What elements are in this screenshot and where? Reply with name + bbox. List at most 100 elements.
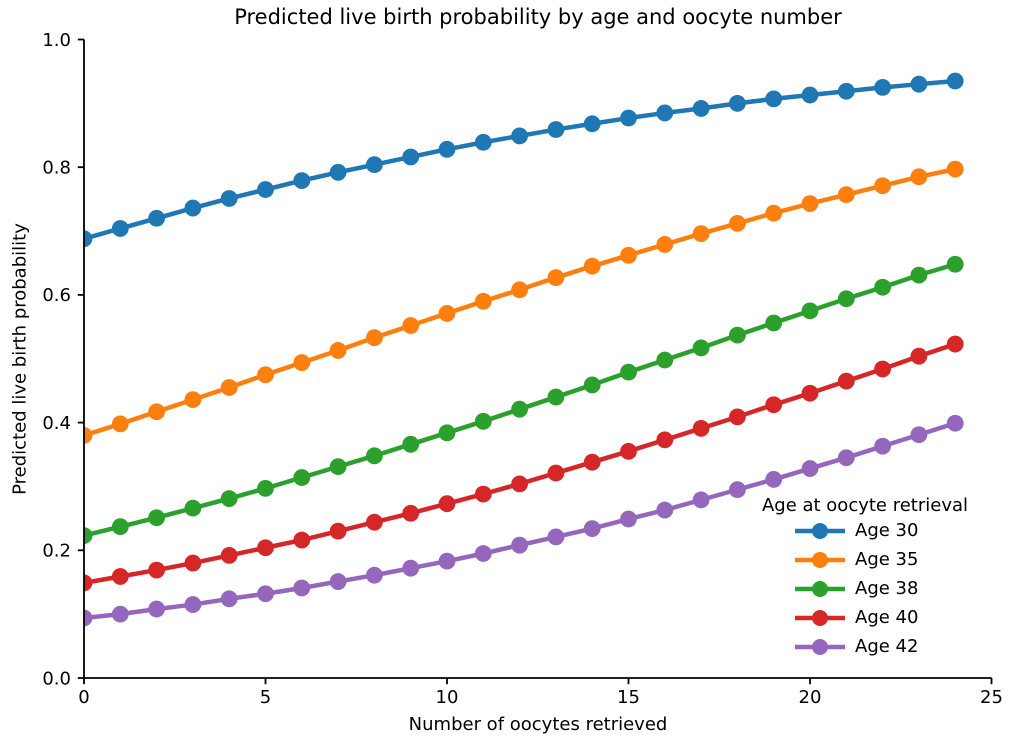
x-axis-label: Number of oocytes retrieved [408, 714, 668, 735]
data-point-marker [148, 209, 166, 227]
data-point-marker [438, 424, 456, 442]
data-point-marker [729, 326, 746, 344]
data-point-marker [837, 290, 855, 308]
data-point-marker [293, 531, 311, 549]
legend-line-marker-icon [795, 638, 845, 655]
data-point-marker [692, 419, 710, 437]
data-point-marker [474, 485, 492, 503]
data-point-marker [946, 335, 964, 353]
legend-line-marker-icon [795, 523, 845, 540]
data-point-marker [111, 605, 129, 623]
series-age-38-markers [84, 255, 964, 545]
data-point-marker [220, 590, 238, 608]
legend-item-age-35: Age 35 [794, 546, 993, 575]
data-point-marker [765, 314, 783, 332]
data-point-marker [329, 522, 347, 540]
data-point-marker [801, 460, 819, 477]
series-age-35-line [84, 166, 956, 438]
data-point-marker [946, 255, 964, 273]
data-point-marker [511, 400, 528, 418]
data-point-marker [220, 490, 238, 507]
data-point-marker [402, 435, 420, 453]
data-point-marker [511, 475, 528, 493]
data-point-marker [366, 447, 383, 465]
data-point-marker [148, 403, 166, 421]
series-group [84, 72, 964, 627]
data-point-marker [656, 501, 674, 519]
legend-label: Age 30 [855, 520, 919, 542]
data-point-marker [148, 509, 166, 527]
data-point-marker [583, 376, 601, 394]
data-point-marker [874, 360, 891, 378]
data-point-marker [583, 115, 601, 133]
series-age-40-markers [84, 335, 964, 592]
data-point-marker [583, 453, 601, 471]
legend-label: Age 40 [855, 606, 919, 628]
data-point-marker [329, 458, 347, 476]
data-point-marker [329, 342, 347, 359]
data-point-marker [729, 408, 746, 426]
data-point-marker [84, 230, 93, 248]
legend-line-marker-icon [795, 609, 845, 626]
data-point-marker [656, 431, 674, 449]
data-point-marker [329, 163, 347, 181]
data-point-marker [874, 437, 891, 455]
x-tick-label: 5 [260, 687, 271, 708]
data-point-marker [184, 199, 202, 217]
data-point-marker [801, 302, 819, 320]
data-point-marker [438, 495, 456, 513]
data-point-marker [511, 281, 528, 299]
data-point-marker [84, 609, 93, 627]
legend-label: Age 35 [855, 549, 919, 571]
legend-item-age-42: Age 42 [794, 632, 993, 661]
data-point-marker [402, 317, 420, 334]
data-point-marker [184, 554, 202, 572]
data-point-marker [111, 518, 129, 536]
data-point-marker [547, 528, 565, 546]
data-point-marker [293, 469, 311, 486]
data-point-marker [438, 305, 456, 322]
data-point-marker [366, 156, 383, 174]
x-tick-label: 15 [617, 687, 640, 708]
legend-label: Age 38 [855, 577, 919, 599]
data-point-marker [874, 177, 891, 195]
data-point-marker [84, 574, 93, 592]
data-point-marker [511, 127, 528, 145]
data-point-marker [111, 220, 129, 237]
data-point-marker [874, 78, 891, 96]
legend-line-marker-icon [795, 552, 845, 569]
data-point-marker [765, 471, 783, 488]
data-point-marker [148, 600, 166, 618]
series-age-30-markers [84, 72, 964, 248]
legend-line-marker-icon [795, 580, 845, 597]
data-point-marker [692, 339, 710, 357]
data-point-marker [837, 372, 855, 390]
data-point-marker [692, 225, 710, 243]
chart-title: Predicted live birth probability by age … [234, 5, 842, 29]
data-point-marker [656, 351, 674, 369]
data-point-marker [910, 168, 928, 186]
data-point-marker [257, 181, 274, 198]
data-point-marker [910, 266, 928, 284]
data-point-marker [729, 94, 746, 112]
data-point-marker [474, 292, 492, 310]
legend-item-age-30: Age 30 [794, 517, 993, 546]
data-point-marker [366, 329, 383, 347]
x-tick-label: 0 [78, 687, 89, 708]
data-point-marker [438, 552, 456, 570]
x-tick-label: 10 [436, 687, 459, 708]
data-point-marker [220, 379, 238, 396]
data-point-marker [910, 75, 928, 93]
data-point-marker [293, 172, 311, 190]
data-point-marker [692, 491, 710, 509]
data-point-marker [765, 396, 783, 414]
data-point-marker [729, 214, 746, 232]
data-point-marker [547, 269, 565, 287]
x-tick-label: 25 [980, 687, 1003, 708]
data-point-marker [946, 160, 964, 178]
data-point-marker [620, 442, 637, 460]
data-point-marker [837, 186, 855, 204]
legend-item-age-38: Age 38 [794, 575, 993, 604]
